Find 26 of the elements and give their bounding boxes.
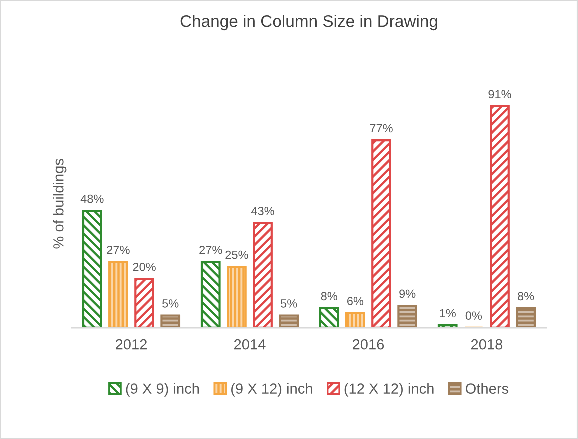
data-label: 43% — [251, 207, 274, 216]
data-label: 6% — [348, 297, 364, 306]
data-label: 27% — [200, 246, 222, 254]
data-label: 9% — [400, 290, 416, 298]
data-label: 27% — [107, 246, 130, 254]
data-label: 25% — [226, 250, 248, 260]
data-label: 8% — [321, 292, 338, 301]
data-label: 48% — [80, 194, 104, 204]
data-label: 20% — [133, 263, 156, 272]
data-label: 8% — [518, 292, 534, 301]
data-label: 91% — [488, 90, 512, 99]
data-label: 1% — [440, 309, 456, 318]
x-tick-label: 2018 — [471, 339, 503, 350]
data-label: 77% — [370, 124, 393, 133]
x-tick-label: 2016 — [352, 339, 384, 350]
data-label: 0% — [466, 312, 482, 320]
data-label: 5% — [281, 300, 298, 308]
data-label: 5% — [162, 300, 179, 308]
x-tick-label: 2012 — [116, 339, 147, 350]
y-axis-title: % of buildings — [53, 159, 67, 249]
legend-label: (9 X 9) inch — [126, 383, 200, 397]
legend-label: Others — [466, 383, 509, 394]
chart-title: Change in Column Size in Drawing — [180, 15, 438, 31]
x-tick-label: 2014 — [234, 339, 266, 350]
legend-label: (9 X 12) inch — [232, 383, 312, 397]
legend-label: (12 X 12) inch — [344, 383, 434, 397]
